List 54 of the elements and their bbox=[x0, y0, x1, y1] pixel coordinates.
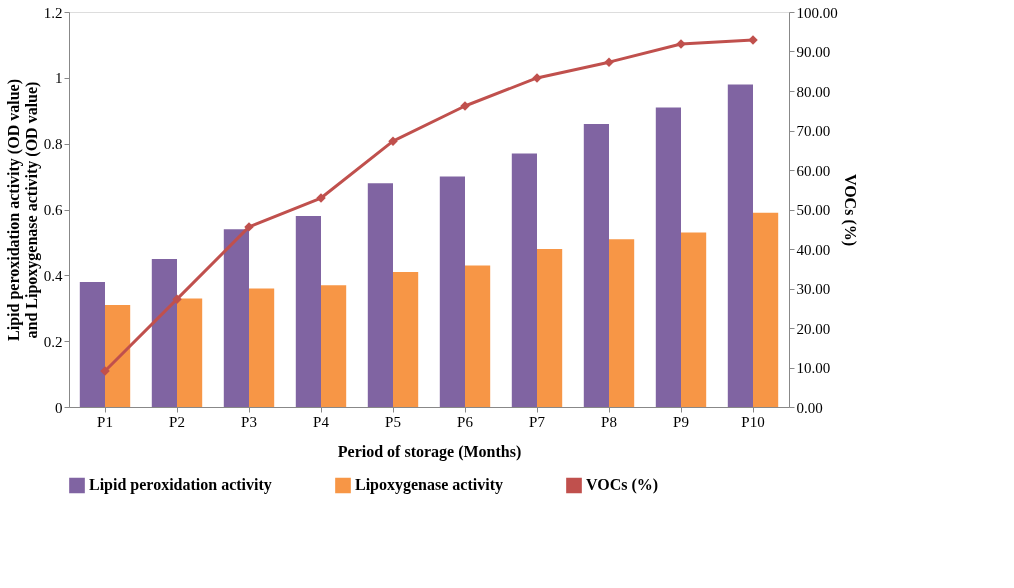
x-tick-label: P1 bbox=[97, 413, 113, 430]
y2-tick-label: 60.00 bbox=[796, 162, 831, 179]
bar bbox=[511, 153, 537, 407]
bar bbox=[223, 229, 249, 407]
y2-tick-label: 70.00 bbox=[796, 123, 831, 139]
y2-axis-title: VOCs (%) bbox=[840, 173, 859, 247]
y2-tick-label: 50.00 bbox=[796, 202, 831, 218]
x-tick-label: P4 bbox=[313, 413, 330, 430]
bar bbox=[79, 281, 105, 407]
legend-label: Lipid peroxidation activity bbox=[89, 476, 272, 495]
y-tick-label: 0 bbox=[55, 399, 63, 416]
y2-tick-label: 10.00 bbox=[796, 360, 831, 376]
bar bbox=[465, 265, 491, 407]
bar bbox=[753, 212, 779, 407]
bar bbox=[393, 272, 419, 407]
x-tick-label: P5 bbox=[385, 413, 401, 430]
y-tick-label: 1.2 bbox=[43, 4, 63, 21]
y2-tick-label: 80.00 bbox=[796, 83, 831, 100]
x-axis-title: Period of storage (Months) bbox=[337, 442, 522, 461]
bar bbox=[583, 123, 609, 407]
x-tick-label: P9 bbox=[673, 413, 689, 430]
bar bbox=[295, 216, 321, 407]
x-tick-label: P10 bbox=[741, 413, 765, 430]
x-tick-label: P3 bbox=[241, 413, 257, 430]
y-tick-label: 0.4 bbox=[43, 267, 63, 284]
bar bbox=[151, 258, 177, 407]
y2-tick-label: 100.00 bbox=[796, 4, 838, 21]
x-tick-label: P2 bbox=[169, 413, 185, 430]
y2-tick-label: 90.00 bbox=[796, 44, 831, 60]
bar bbox=[177, 298, 203, 407]
x-tick-label: P7 bbox=[529, 413, 546, 430]
y-tick-label: 0.6 bbox=[43, 202, 63, 218]
bar bbox=[105, 304, 131, 407]
bar bbox=[609, 239, 635, 407]
bar bbox=[537, 249, 563, 407]
y2-tick-label: 40.00 bbox=[796, 241, 831, 258]
bar bbox=[321, 285, 347, 407]
y2-tick-label: 0.00 bbox=[796, 399, 823, 416]
bar bbox=[367, 183, 393, 407]
y-tick-label: 0.8 bbox=[43, 136, 63, 153]
bar bbox=[727, 84, 753, 407]
legend-label: Lipoxygenase activity bbox=[355, 476, 503, 495]
y2-tick-label: 20.00 bbox=[796, 320, 831, 337]
y-tick-label: 0.2 bbox=[43, 333, 63, 350]
y2-tick-label: 30.00 bbox=[796, 281, 831, 297]
bar bbox=[655, 107, 681, 407]
y-axis-title: Lipid peroxidation activity (OD value) and Lipoxygenase activity (OD value) bbox=[4, 79, 41, 341]
x-tick-label: P8 bbox=[601, 413, 617, 430]
y-tick-label: 1 bbox=[55, 70, 63, 87]
bar bbox=[249, 288, 275, 407]
bar bbox=[439, 176, 465, 407]
legend-label: VOCs (%) bbox=[586, 476, 659, 495]
bar bbox=[681, 232, 707, 407]
x-tick-label: P6 bbox=[457, 413, 474, 430]
